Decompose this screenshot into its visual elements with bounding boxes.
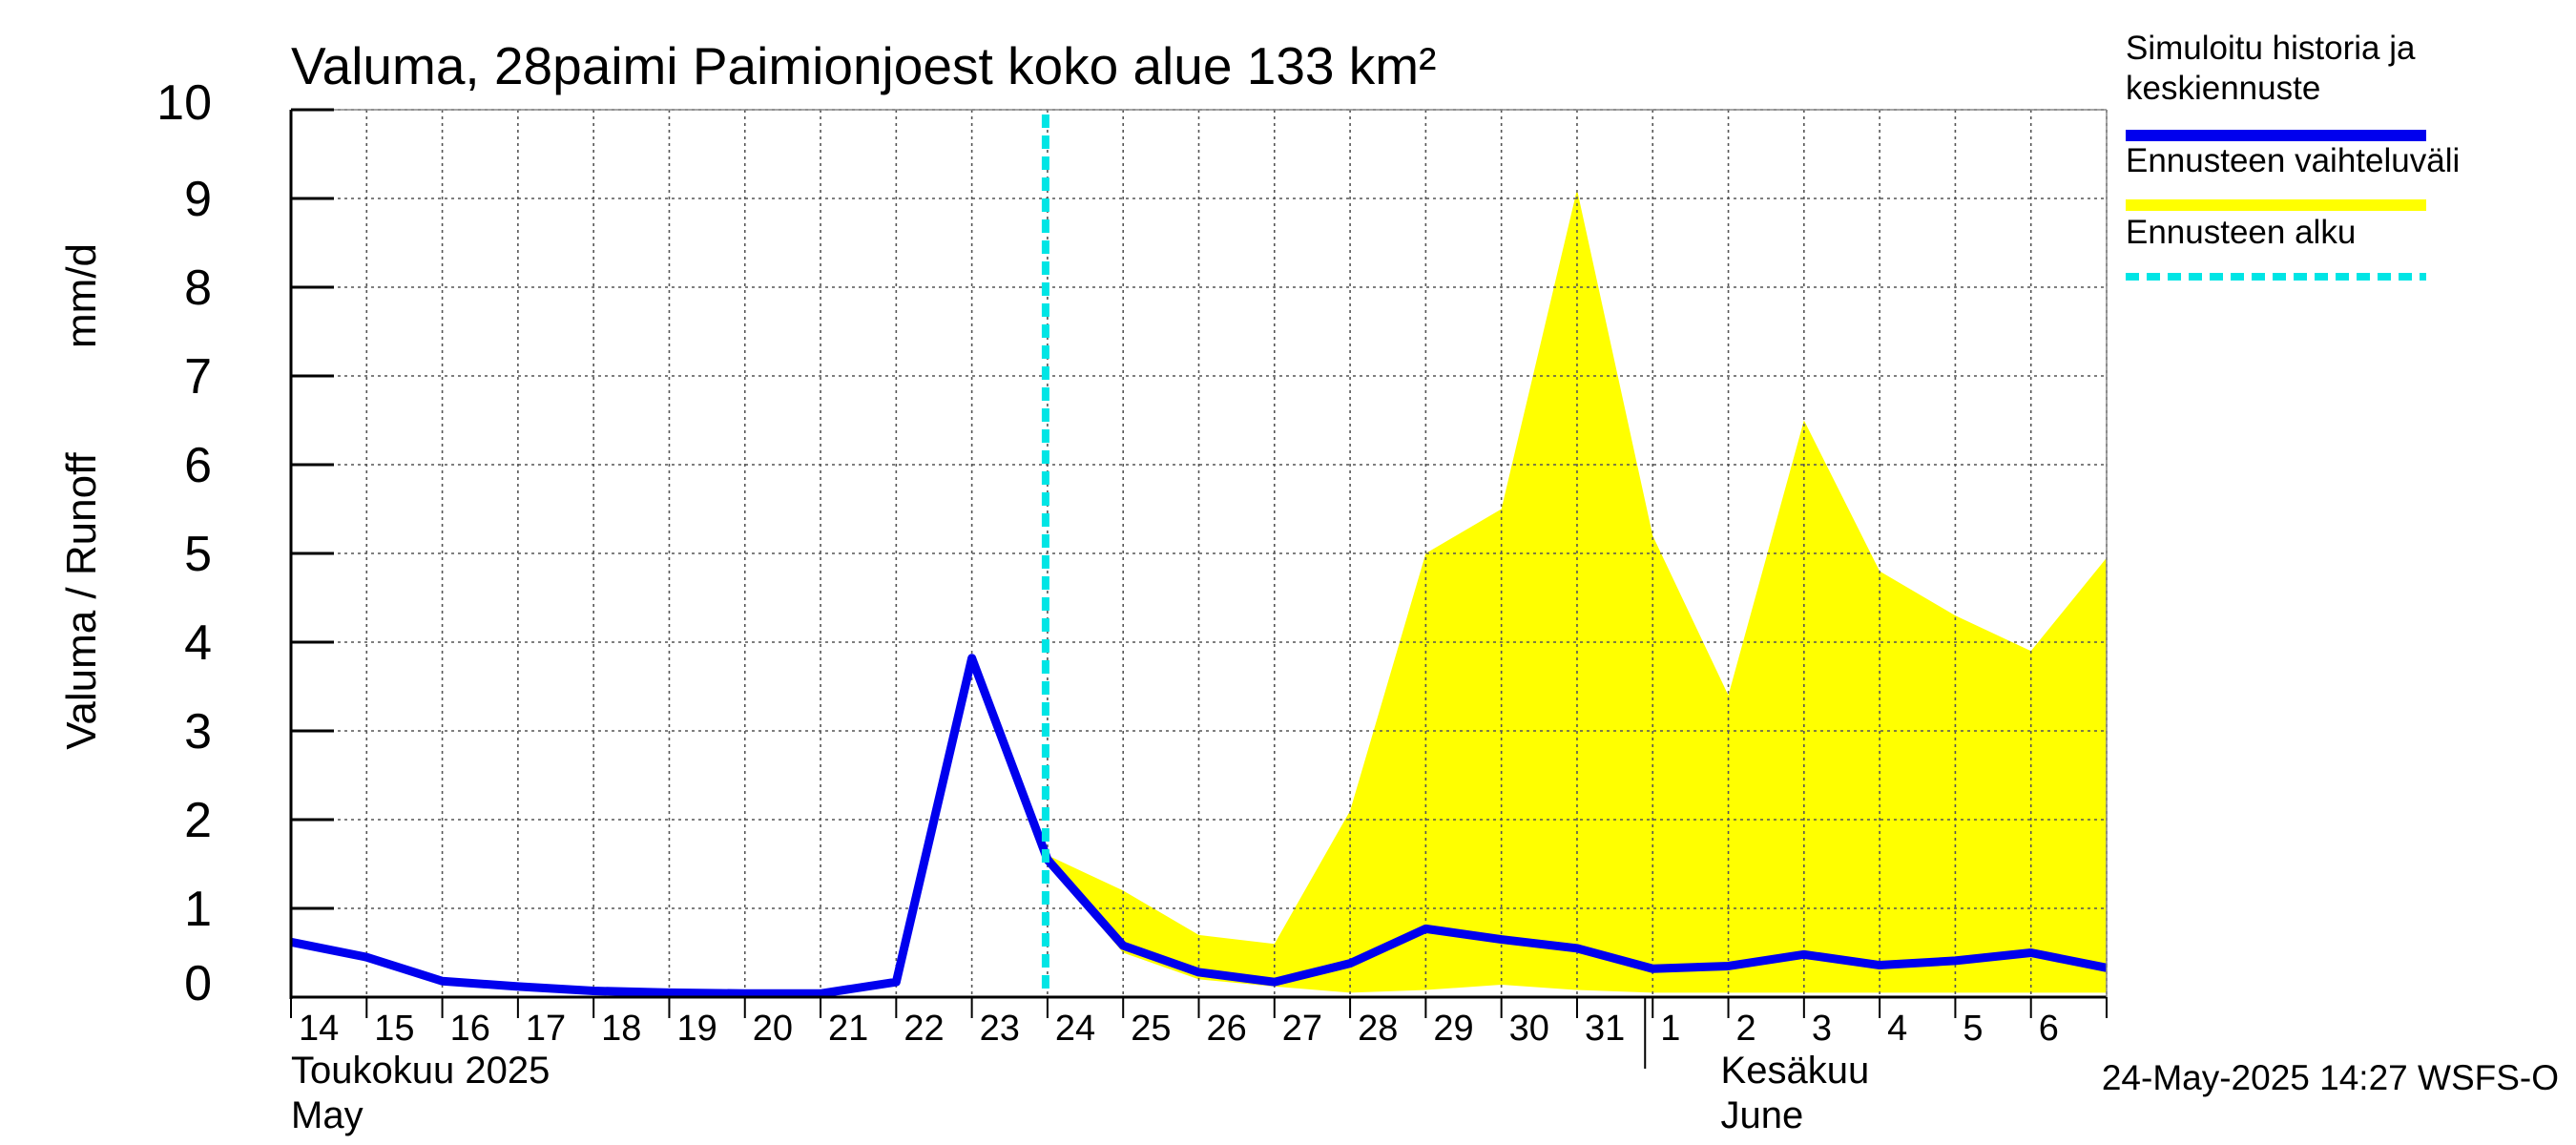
x-tick-label: 30 xyxy=(1509,1009,1549,1049)
y-tick-label: 8 xyxy=(184,260,212,316)
x-tick-label: 20 xyxy=(753,1009,793,1049)
x-tick-label: 16 xyxy=(450,1009,490,1049)
y-tick-label: 10 xyxy=(156,75,212,131)
y-tick-label: 2 xyxy=(184,793,212,848)
x-tick-label: 27 xyxy=(1282,1009,1322,1049)
x-tick-label: 6 xyxy=(2039,1009,2059,1049)
x-tick-label: 28 xyxy=(1358,1009,1398,1049)
y-tick-label: 4 xyxy=(184,615,212,671)
y-tick-labels: 0 1 2 3 4 5 6 7 8 9 10 xyxy=(156,75,212,1011)
y-tick-label: 9 xyxy=(184,172,212,227)
legend-label-line2: keskiennuste xyxy=(2126,70,2320,107)
x-tick-label: 1 xyxy=(1660,1009,1680,1049)
x-tick-label: 29 xyxy=(1433,1009,1473,1049)
legend-label: Ennusteen vaihteluväli xyxy=(2126,142,2460,179)
x-tick-label: 3 xyxy=(1812,1009,1832,1049)
y-tick-label: 7 xyxy=(184,349,212,405)
x-tick-label: 25 xyxy=(1131,1009,1171,1049)
y-axis-unit: mm/d xyxy=(58,243,105,348)
y-tick-label: 5 xyxy=(184,527,212,582)
grid xyxy=(290,109,2108,998)
x-tick-label: 22 xyxy=(904,1009,944,1049)
chart-title: Valuma, 28paimi Paimionjoest koko alue 1… xyxy=(291,36,1436,95)
x-tick-label: 2 xyxy=(1736,1009,1756,1049)
x-tick-label: 17 xyxy=(526,1009,566,1049)
x-tick-label: 19 xyxy=(676,1009,717,1049)
legend-label: Ennusteen alku xyxy=(2126,214,2356,251)
y-axis-label: Valuma / Runoff mm/d xyxy=(58,243,105,750)
month-label-en: May xyxy=(291,1094,364,1136)
legend-label: Simuloitu historia ja xyxy=(2126,30,2416,67)
x-tick-label: 18 xyxy=(601,1009,641,1049)
month-label-en: June xyxy=(1721,1094,1804,1136)
month-label: Toukokuu 2025 xyxy=(291,1050,550,1092)
y-tick-label: 6 xyxy=(184,438,212,493)
x-tick-label: 31 xyxy=(1585,1009,1625,1049)
x-tick-label: 26 xyxy=(1207,1009,1247,1049)
x-tick-labels: 14 15 16 17 18 19 20 21 22 23 24 25 26 27 28 29 30 31 1 2 3 4… xyxy=(299,1009,2059,1049)
x-tick-label: 23 xyxy=(980,1009,1020,1049)
y-axis-label-text: Valuma / Runoff xyxy=(58,452,105,750)
x-tick-label: 21 xyxy=(828,1009,868,1049)
y-tick-label: 3 xyxy=(184,704,212,760)
x-tick-label: 24 xyxy=(1055,1009,1095,1049)
series-line-layer xyxy=(290,654,2108,998)
axes xyxy=(289,108,2108,1069)
x-tick-label: 14 xyxy=(299,1009,339,1049)
month-label: Kesäkuu xyxy=(1721,1050,1870,1092)
x-tick-label: 4 xyxy=(1887,1009,1907,1049)
y-tick-label: 0 xyxy=(184,956,212,1011)
x-tick-label: 15 xyxy=(374,1009,414,1049)
x-tick-label: 5 xyxy=(1963,1009,1983,1049)
y-tick-label: 1 xyxy=(184,882,212,937)
timestamp-footer: 24-May-2025 14:27 WSFS-O xyxy=(2102,1058,2559,1097)
